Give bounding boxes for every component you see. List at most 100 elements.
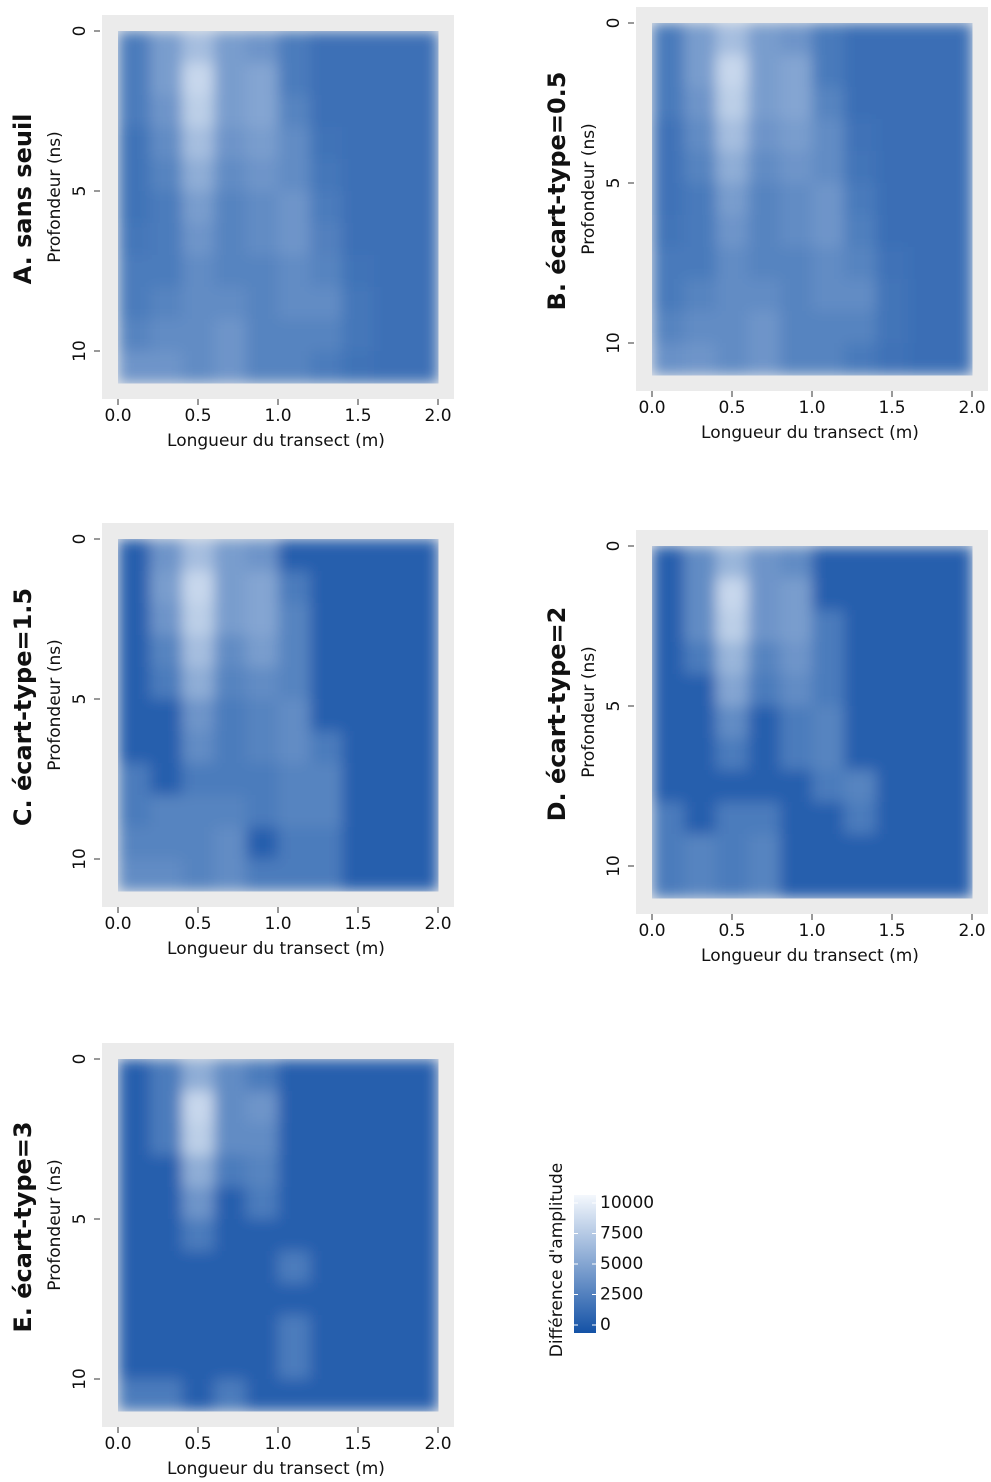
heatmap-cell — [150, 571, 183, 604]
heatmap-cell — [406, 795, 439, 828]
heatmap-cell — [278, 1059, 311, 1092]
heatmap-cell — [310, 1219, 343, 1252]
colorbar-tick-label: 10000 — [600, 1193, 654, 1213]
heatmap-cell — [342, 1219, 375, 1252]
heatmap-cell — [748, 55, 781, 88]
heatmap-cell — [278, 1219, 311, 1252]
heatmap-cell — [780, 738, 813, 771]
heatmap-cell — [278, 63, 311, 96]
heatmap-cell — [310, 763, 343, 796]
heatmap-cell — [652, 55, 685, 88]
heatmap-cell — [908, 87, 941, 120]
heatmap-cell — [278, 127, 311, 160]
heatmap-cell — [716, 87, 749, 120]
heatmap-cell — [374, 1347, 407, 1380]
heatmap-cell — [716, 802, 749, 835]
heatmap-cell — [150, 1219, 183, 1252]
heatmap-cell — [652, 834, 685, 867]
heatmap-cell — [684, 343, 717, 376]
heatmap-cell — [214, 127, 247, 160]
heatmap-cell — [652, 802, 685, 835]
heatmap-cell — [150, 1059, 183, 1092]
heatmap-cell — [278, 1379, 311, 1412]
heatmap-cell — [652, 706, 685, 739]
heatmap-cell — [406, 1219, 439, 1252]
heatmap-cell — [406, 1379, 439, 1412]
heatmap-cell — [182, 1187, 215, 1220]
heatmap-cell — [940, 87, 973, 120]
heatmap-cell — [748, 23, 781, 56]
heatmap-cell — [374, 1251, 407, 1284]
heatmap-cell — [214, 95, 247, 128]
heatmap-cell — [406, 699, 439, 732]
heatmap-cell — [812, 23, 845, 56]
heatmap-cell — [908, 802, 941, 835]
heatmap-cell — [716, 343, 749, 376]
panel-title: E. écart-type=3 — [9, 1121, 37, 1332]
heatmap-cell — [406, 571, 439, 604]
heatmap-cell — [908, 247, 941, 280]
heatmap-cell — [812, 802, 845, 835]
heatmap-cell — [748, 215, 781, 248]
heatmap-cell — [118, 603, 151, 636]
x-axis-label: Longueur du transect (m) — [701, 946, 919, 966]
heatmap-cell — [652, 610, 685, 643]
heatmap-cell — [908, 343, 941, 376]
heatmap-cell — [246, 731, 279, 764]
heatmap-cell — [812, 279, 845, 312]
heatmap-cell — [246, 603, 279, 636]
heatmap-cell — [374, 1091, 407, 1124]
x-axis-label: Longueur du transect (m) — [167, 939, 385, 959]
heatmap-cell — [684, 578, 717, 611]
heatmap-cell — [342, 95, 375, 128]
heatmap-cell — [844, 87, 877, 120]
heatmap-cell — [182, 223, 215, 256]
heatmap-cell — [118, 571, 151, 604]
heatmap-cell — [118, 159, 151, 192]
heatmap-cell — [780, 770, 813, 803]
heatmap-cell — [780, 343, 813, 376]
heatmap-cell — [278, 667, 311, 700]
heatmap-cell — [118, 539, 151, 572]
panel-title: D. écart-type=2 — [543, 607, 571, 822]
heatmap-cell — [940, 247, 973, 280]
heatmap-cells — [118, 31, 439, 384]
heatmap-cell — [716, 247, 749, 280]
x-tick-label: 0.0 — [638, 921, 665, 941]
heatmap-cell — [908, 610, 941, 643]
heatmap-cell — [182, 859, 215, 892]
heatmap-cell — [652, 546, 685, 579]
heatmap-cell — [406, 603, 439, 636]
heatmap-cell — [844, 343, 877, 376]
heatmap-cell — [214, 31, 247, 64]
heatmap-cell — [374, 699, 407, 732]
heatmap-cell — [684, 642, 717, 675]
heatmap-cell — [246, 635, 279, 668]
y-tick-label: 0 — [70, 1054, 90, 1065]
heatmap-cell — [652, 23, 685, 56]
heatmap-cell — [342, 63, 375, 96]
heatmap-cell — [940, 738, 973, 771]
heatmap-cell — [908, 578, 941, 611]
colorbar-tick-label: 5000 — [600, 1254, 643, 1274]
heatmap-cells — [652, 546, 973, 899]
heatmap-cell — [748, 610, 781, 643]
heatmap-cell — [118, 1155, 151, 1188]
heatmap-cell — [940, 55, 973, 88]
heatmap-cell — [716, 674, 749, 707]
heatmap-cell — [716, 610, 749, 643]
heatmap-cell — [684, 151, 717, 184]
heatmap-cell — [844, 279, 877, 312]
heatmap-cell — [406, 63, 439, 96]
heatmap-cell — [246, 191, 279, 224]
heatmap-cell — [118, 95, 151, 128]
heatmap-cell — [684, 279, 717, 312]
heatmap-cell — [278, 795, 311, 828]
heatmap-cell — [940, 119, 973, 152]
heatmap-cell — [908, 642, 941, 675]
heatmap-cell — [278, 763, 311, 796]
heatmap-cell — [684, 546, 717, 579]
heatmap-cell — [182, 603, 215, 636]
heatmap-cells — [652, 23, 973, 376]
heatmap-cell — [748, 151, 781, 184]
